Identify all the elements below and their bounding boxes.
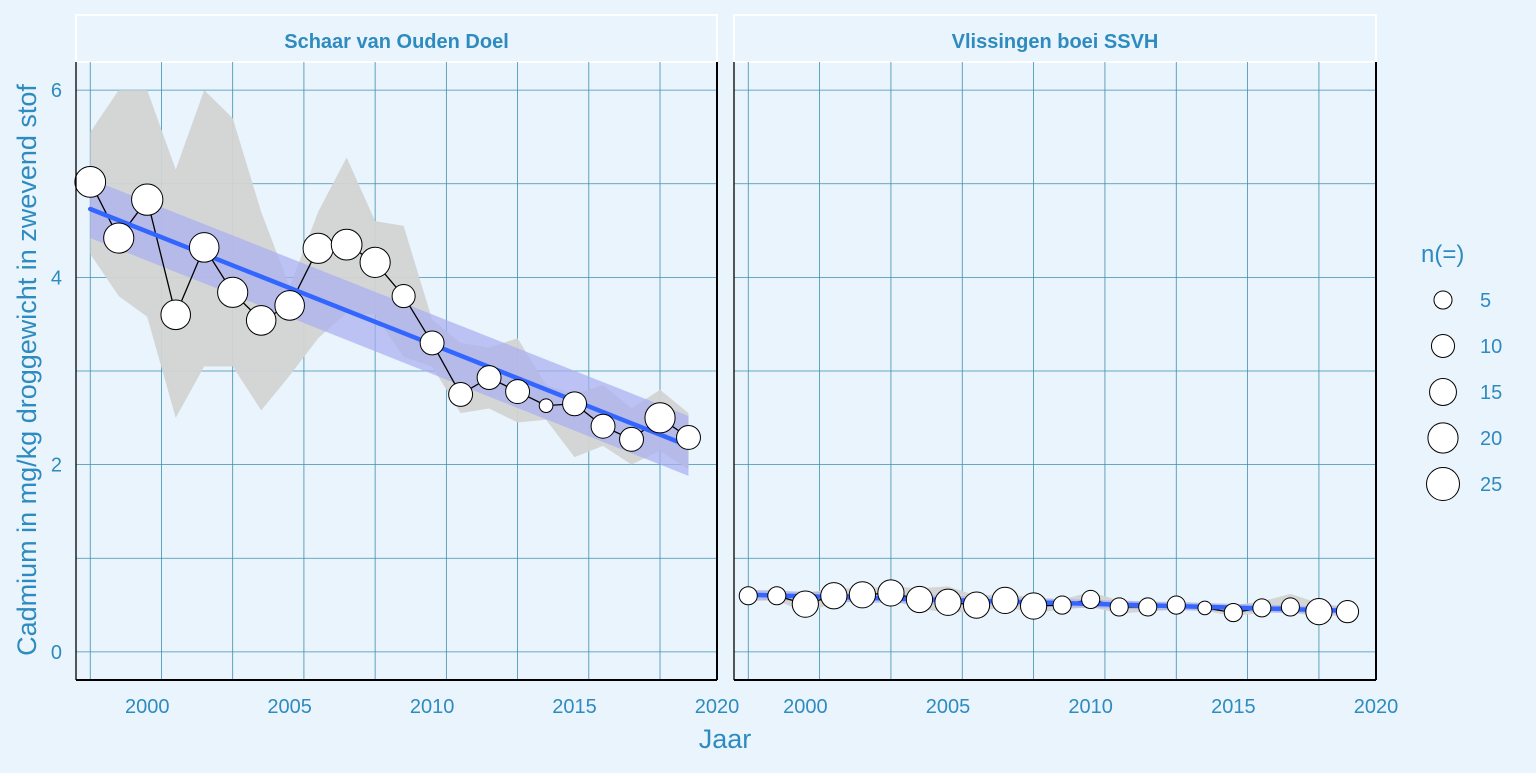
grid [734,62,1376,680]
legend-label: 10 [1480,336,1502,358]
legend-title: n(=) [1421,241,1464,268]
data-point [791,590,819,618]
legend-label: 20 [1480,428,1502,450]
y-tick-label: 4 [51,267,62,289]
data-point [1138,597,1158,617]
data-point [962,591,991,619]
data-point [1335,600,1360,624]
data-point [1252,598,1272,618]
panel-strip [75,14,718,63]
x-tick-label: 2015 [552,696,597,718]
data-point [302,232,334,264]
legend-key-circle [1433,290,1453,310]
data-point [1223,603,1243,623]
data-point [1166,595,1186,615]
data-point [934,588,962,616]
data-point [562,391,588,417]
data-point [676,425,701,450]
panel-title: Vlissingen boei SSVH [952,31,1159,53]
x-tick-label: 2005 [926,696,971,718]
x-tick-label: 2015 [1211,696,1256,718]
x-tick-label: 2020 [1354,696,1399,718]
y-tick-label: 2 [51,455,62,477]
data-point [738,586,758,606]
panel-strip [733,14,1377,63]
data-point [1305,598,1333,626]
y-tick-label: 6 [51,80,62,102]
data-point [1109,597,1129,617]
trend-line [746,592,1350,613]
data-point [391,284,416,309]
panel-2: Vlissingen boei SSVH 2000 2005 2010 2015 2020 [733,14,1399,718]
data-point [160,299,191,331]
legend-key-circle [1427,422,1459,454]
data-point [877,579,905,607]
data-point [644,402,676,434]
legend-key-circle [1426,467,1460,501]
legend-label: 25 [1480,474,1502,496]
data-point [991,586,1019,615]
data-point [103,222,135,254]
data-point [74,165,107,198]
data-point [330,228,363,261]
size-legend: n(=) 5 10 15 20 25 [1421,241,1502,501]
x-tick-label: 2020 [695,696,740,718]
data-point [419,330,445,356]
data-point [619,426,644,452]
data-point [448,381,474,407]
data-point [848,581,877,609]
x-tick-label: 2000 [125,696,170,718]
legend-label: 15 [1480,382,1502,404]
x-tick-label: 2000 [783,696,828,718]
data-point [217,276,249,308]
data-point [1197,600,1213,616]
legend-key-circle [1429,378,1457,406]
data-point [476,365,502,391]
x-tick-label: 2010 [410,696,455,718]
legend-label: 5 [1480,290,1491,312]
data-point [767,586,787,606]
data-point [538,398,554,413]
x-tick-label: 2005 [267,696,312,718]
y-tick-label: 0 [51,642,62,664]
panel-title: Schaar van Ouden Doel [284,31,509,53]
data-point [131,183,164,216]
x-axis-title: Jaar [699,724,752,754]
data-point [188,232,220,263]
data-point [1052,595,1072,615]
legend-key-circle [1430,333,1456,359]
data-point [820,582,848,610]
x-tick-label: 2010 [1068,696,1113,718]
data-point [245,305,277,336]
data-point [274,290,305,321]
series-line [89,181,689,441]
data-point [1019,592,1048,620]
data-point [905,585,934,614]
data-point [1081,589,1101,610]
data-point [590,413,616,439]
data-point [1280,597,1300,617]
data-point [359,246,391,278]
y-axis-title: Cadmium in mg/kg droggewicht in zwevend … [12,84,42,656]
data-point [505,379,531,405]
